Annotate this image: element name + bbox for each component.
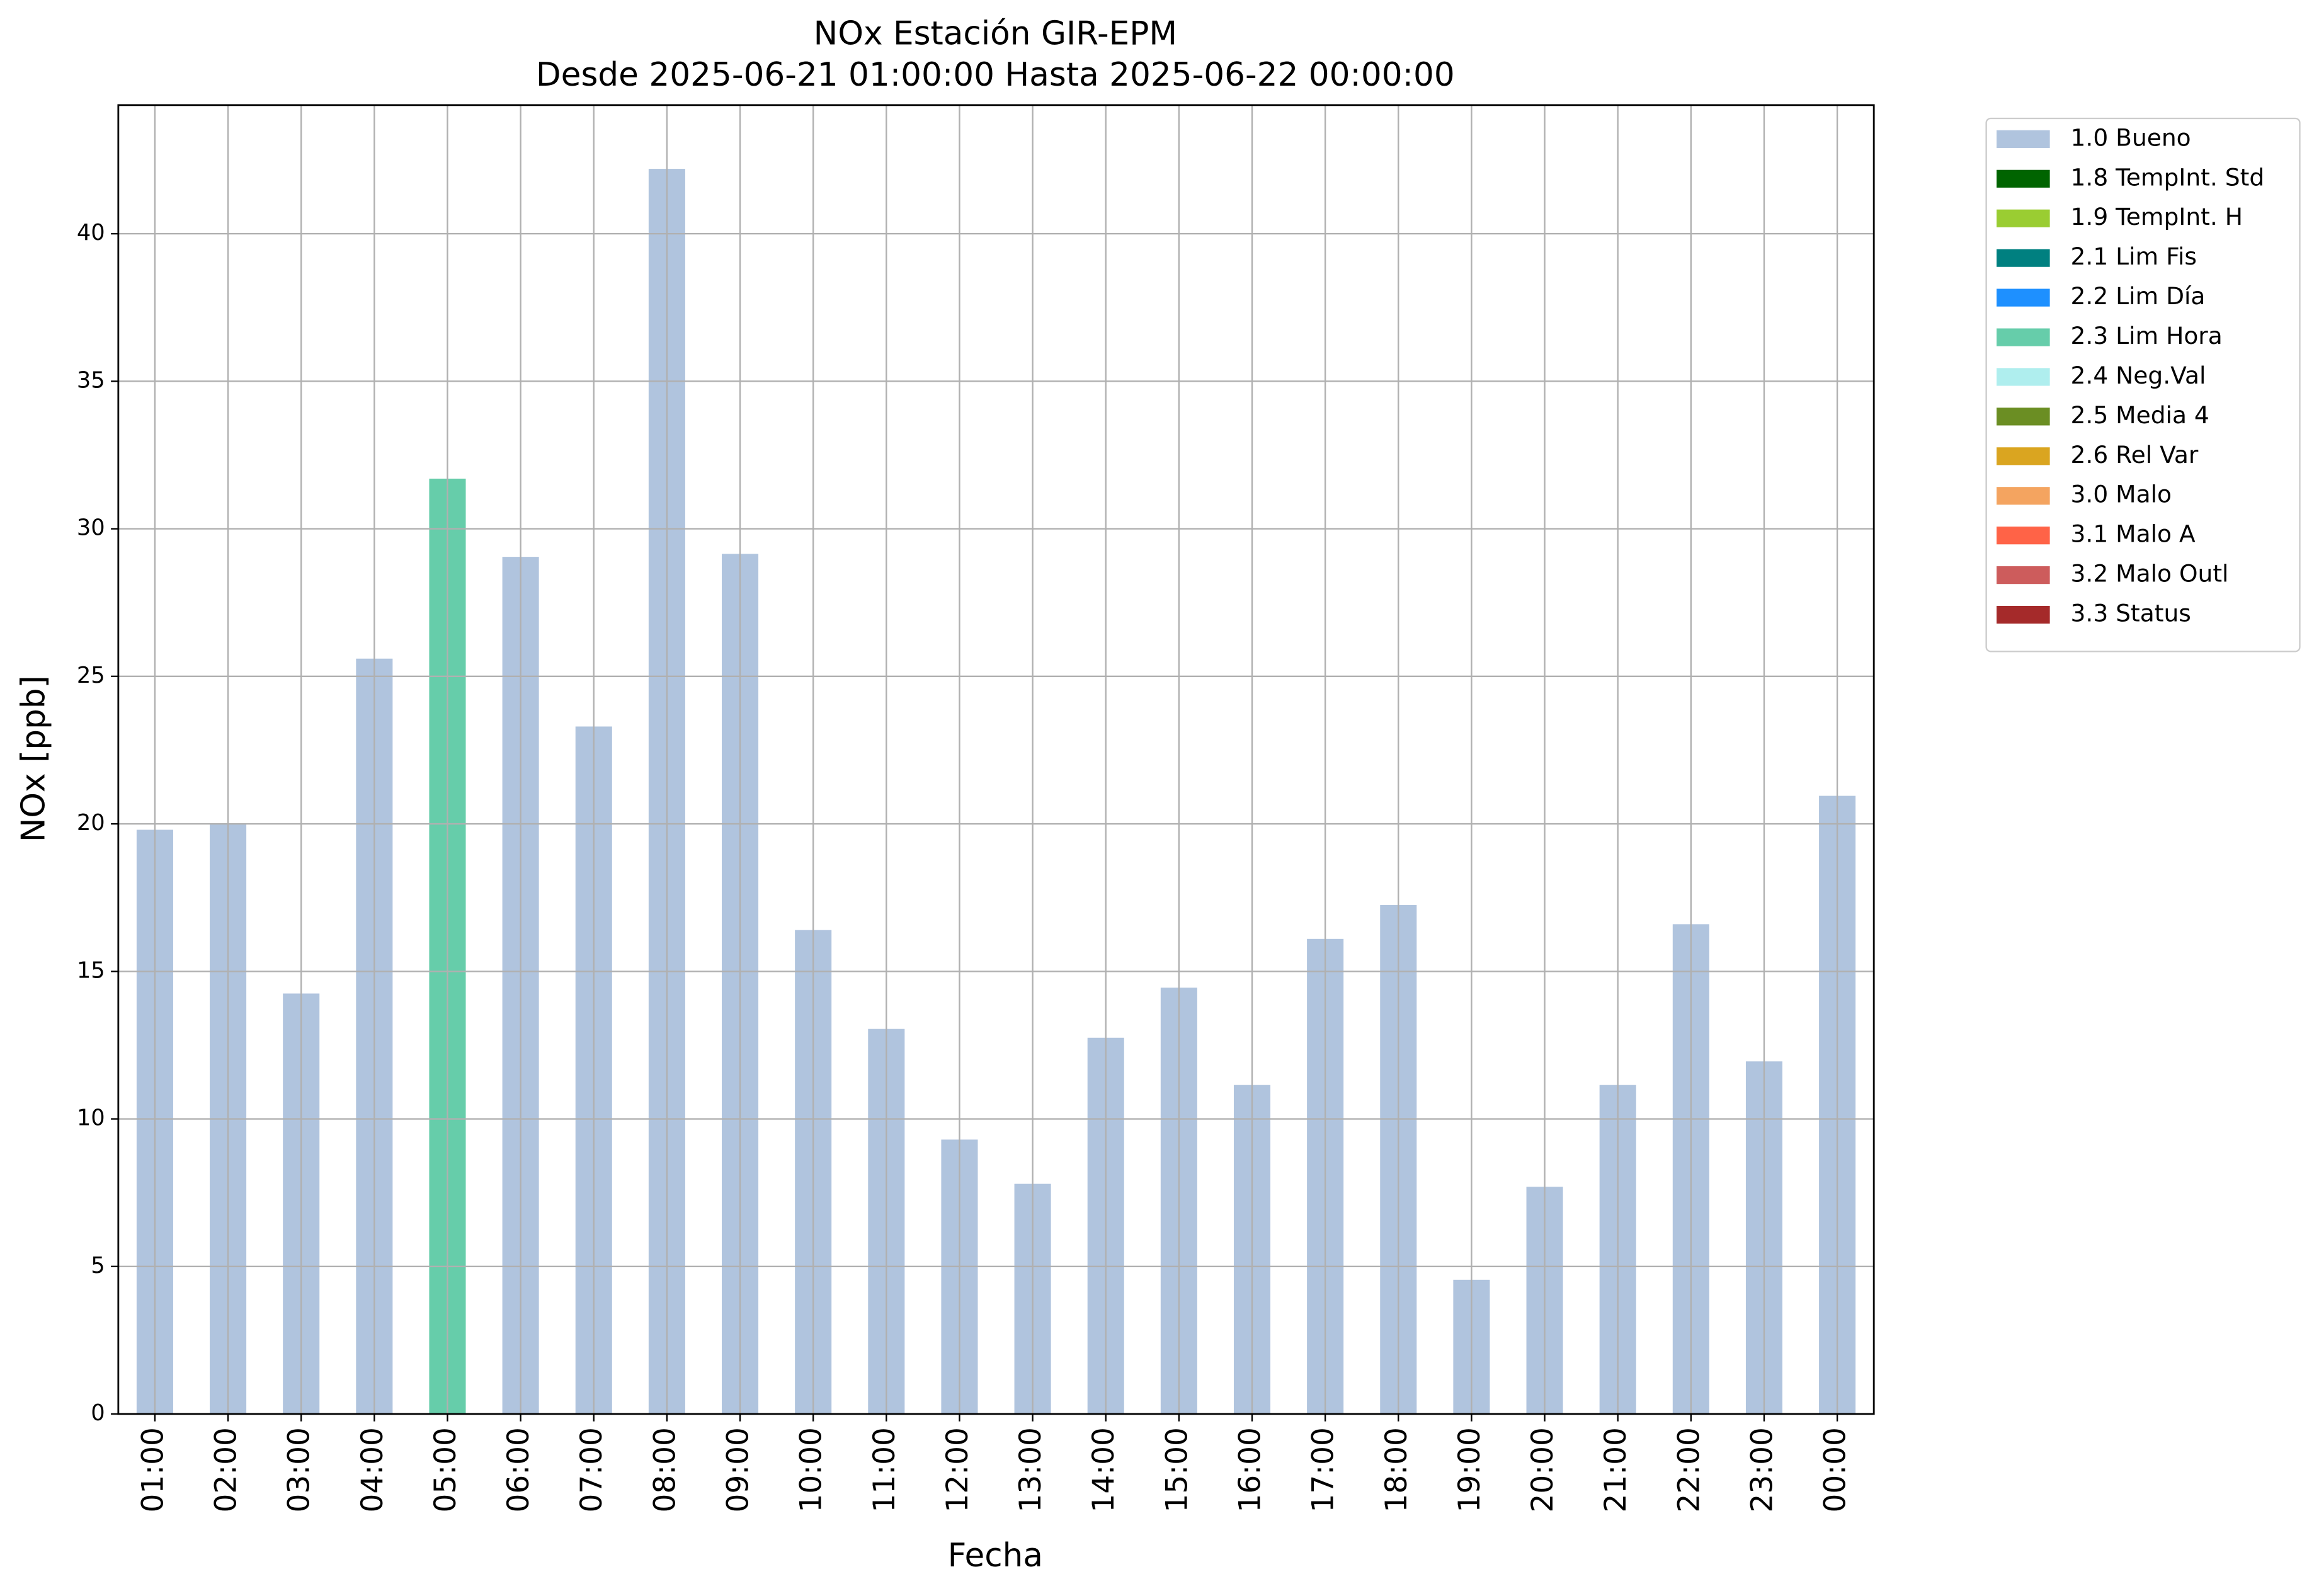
x-tick-label: 11:00: [867, 1427, 902, 1512]
legend-label: 2.6 Rel Var: [2071, 441, 2199, 469]
x-tick-label: 13:00: [1013, 1427, 1048, 1512]
legend-label: 1.9 TempInt. H: [2071, 203, 2243, 231]
y-axis-label: NOx [ppb]: [14, 675, 52, 842]
x-tick-label: 03:00: [282, 1427, 317, 1512]
x-tick-label: 04:00: [355, 1427, 390, 1512]
legend-swatch: [1997, 487, 2050, 505]
legend-swatch: [1997, 288, 2050, 307]
x-tick-label: 16:00: [1233, 1427, 1268, 1512]
legend-swatch: [1997, 566, 2050, 584]
y-tick-label: 40: [77, 220, 105, 246]
legend-label: 3.0 Malo: [2071, 481, 2172, 508]
legend-label: 1.0 Bueno: [2071, 123, 2191, 151]
legend-label: 3.3 Status: [2071, 600, 2191, 627]
legend-swatch: [1997, 527, 2050, 545]
x-axis-label: Fecha: [948, 1537, 1043, 1575]
x-tick-label: 07:00: [574, 1427, 609, 1512]
x-tick-label: 18:00: [1379, 1427, 1414, 1512]
legend-swatch: [1997, 169, 2050, 188]
legend-label: 2.3 Lim Hora: [2071, 322, 2223, 350]
y-tick-label: 10: [77, 1105, 105, 1131]
x-tick-label: 02:00: [209, 1427, 244, 1512]
x-tick-label: 23:00: [1745, 1427, 1779, 1512]
legend-swatch: [1997, 368, 2050, 386]
y-tick-label: 25: [77, 663, 105, 688]
x-tick-label: 12:00: [940, 1427, 975, 1512]
legend-label: 2.5 Media 4: [2071, 401, 2209, 429]
x-tick-label: 10:00: [794, 1427, 829, 1512]
legend-box: [1985, 117, 2301, 653]
plot-frame: [117, 104, 1875, 1415]
x-tick-label: 05:00: [428, 1427, 463, 1512]
legend-swatch: [1997, 130, 2050, 148]
x-tick-label: 21:00: [1598, 1427, 1633, 1512]
x-tick-label: 22:00: [1672, 1427, 1706, 1512]
x-tick-label: 00:00: [1818, 1427, 1853, 1512]
y-tick-label: 30: [77, 515, 105, 541]
chart-title: NOx Estación GIR-EPM: [814, 14, 1177, 52]
legend-swatch: [1997, 249, 2050, 267]
legend-swatch: [1997, 209, 2050, 227]
legend-label: 2.4 Neg.Val: [2071, 362, 2206, 389]
legend-swatch: [1997, 605, 2050, 624]
legend-swatch: [1997, 447, 2050, 465]
legend-label: 3.1 Malo A: [2071, 520, 2196, 548]
chart-subtitle: Desde 2025-06-21 01:00:00 Hasta 2025-06-…: [536, 56, 1455, 94]
y-tick-label: 0: [91, 1400, 105, 1426]
x-tick-label: 15:00: [1160, 1427, 1194, 1512]
x-tick-label: 17:00: [1306, 1427, 1341, 1512]
y-tick-label: 5: [91, 1253, 105, 1279]
x-tick-label: 20:00: [1525, 1427, 1560, 1512]
x-tick-label: 01:00: [135, 1427, 170, 1512]
legend-label: 2.1 Lim Fis: [2071, 242, 2197, 270]
legend-swatch: [1997, 328, 2050, 346]
legend-label: 1.8 TempInt. Std: [2071, 163, 2265, 191]
legend-label: 2.2 Lim Día: [2071, 282, 2206, 310]
x-tick-label: 06:00: [501, 1427, 536, 1512]
y-tick-label: 35: [77, 367, 105, 393]
x-tick-label: 08:00: [647, 1427, 682, 1512]
x-tick-label: 09:00: [721, 1427, 756, 1512]
x-tick-label: 19:00: [1452, 1427, 1487, 1512]
legend-swatch: [1997, 408, 2050, 426]
y-tick-label: 15: [77, 957, 105, 983]
x-tick-label: 14:00: [1086, 1427, 1121, 1512]
legend-label: 3.2 Malo Outl: [2071, 560, 2229, 588]
y-tick-label: 20: [77, 810, 105, 836]
